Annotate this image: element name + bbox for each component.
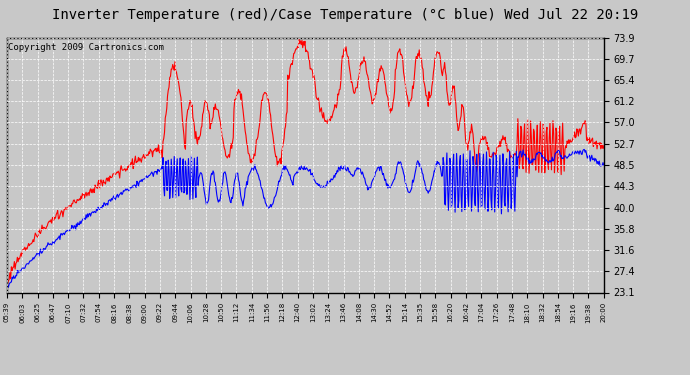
Text: Inverter Temperature (red)/Case Temperature (°C blue) Wed Jul 22 20:19: Inverter Temperature (red)/Case Temperat… xyxy=(52,8,638,21)
Text: Copyright 2009 Cartronics.com: Copyright 2009 Cartronics.com xyxy=(8,43,164,52)
